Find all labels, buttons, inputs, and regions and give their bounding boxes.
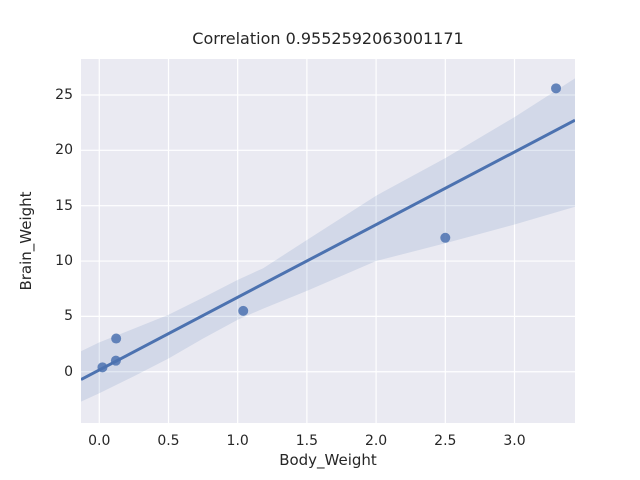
scatter-point: [110, 355, 121, 366]
x-axis-label: Body_Weight: [279, 451, 377, 469]
scatter-point: [111, 333, 122, 344]
y-axis-label: Brain_Weight: [17, 191, 35, 291]
x-tick-label: 3.0: [503, 433, 526, 449]
y-tick-label: 0: [64, 363, 73, 380]
scatter-point: [551, 83, 562, 94]
y-tick-label: 20: [55, 142, 73, 159]
confidence-band: [81, 78, 575, 402]
x-tick-label: 1.0: [226, 433, 249, 449]
y-tick-label: 15: [55, 197, 73, 214]
x-tick-label: 0.0: [88, 433, 111, 449]
scatter-point: [97, 362, 108, 373]
y-tick-label: 5: [64, 308, 73, 325]
scatter-point: [238, 305, 249, 316]
scatter-point: [440, 232, 451, 243]
x-tick-label: 0.5: [157, 433, 180, 449]
y-tick-label: 25: [55, 86, 73, 103]
regression-line: [81, 118, 575, 381]
x-tick-label: 2.0: [364, 433, 388, 449]
plot-canvas: [81, 59, 575, 423]
plot-area: [81, 59, 575, 423]
y-tick-label: 10: [55, 253, 73, 270]
x-tick-label: 2.5: [434, 433, 457, 449]
chart-title: Correlation 0.9552592063001171: [192, 29, 464, 48]
x-tick-label: 1.5: [295, 433, 319, 449]
